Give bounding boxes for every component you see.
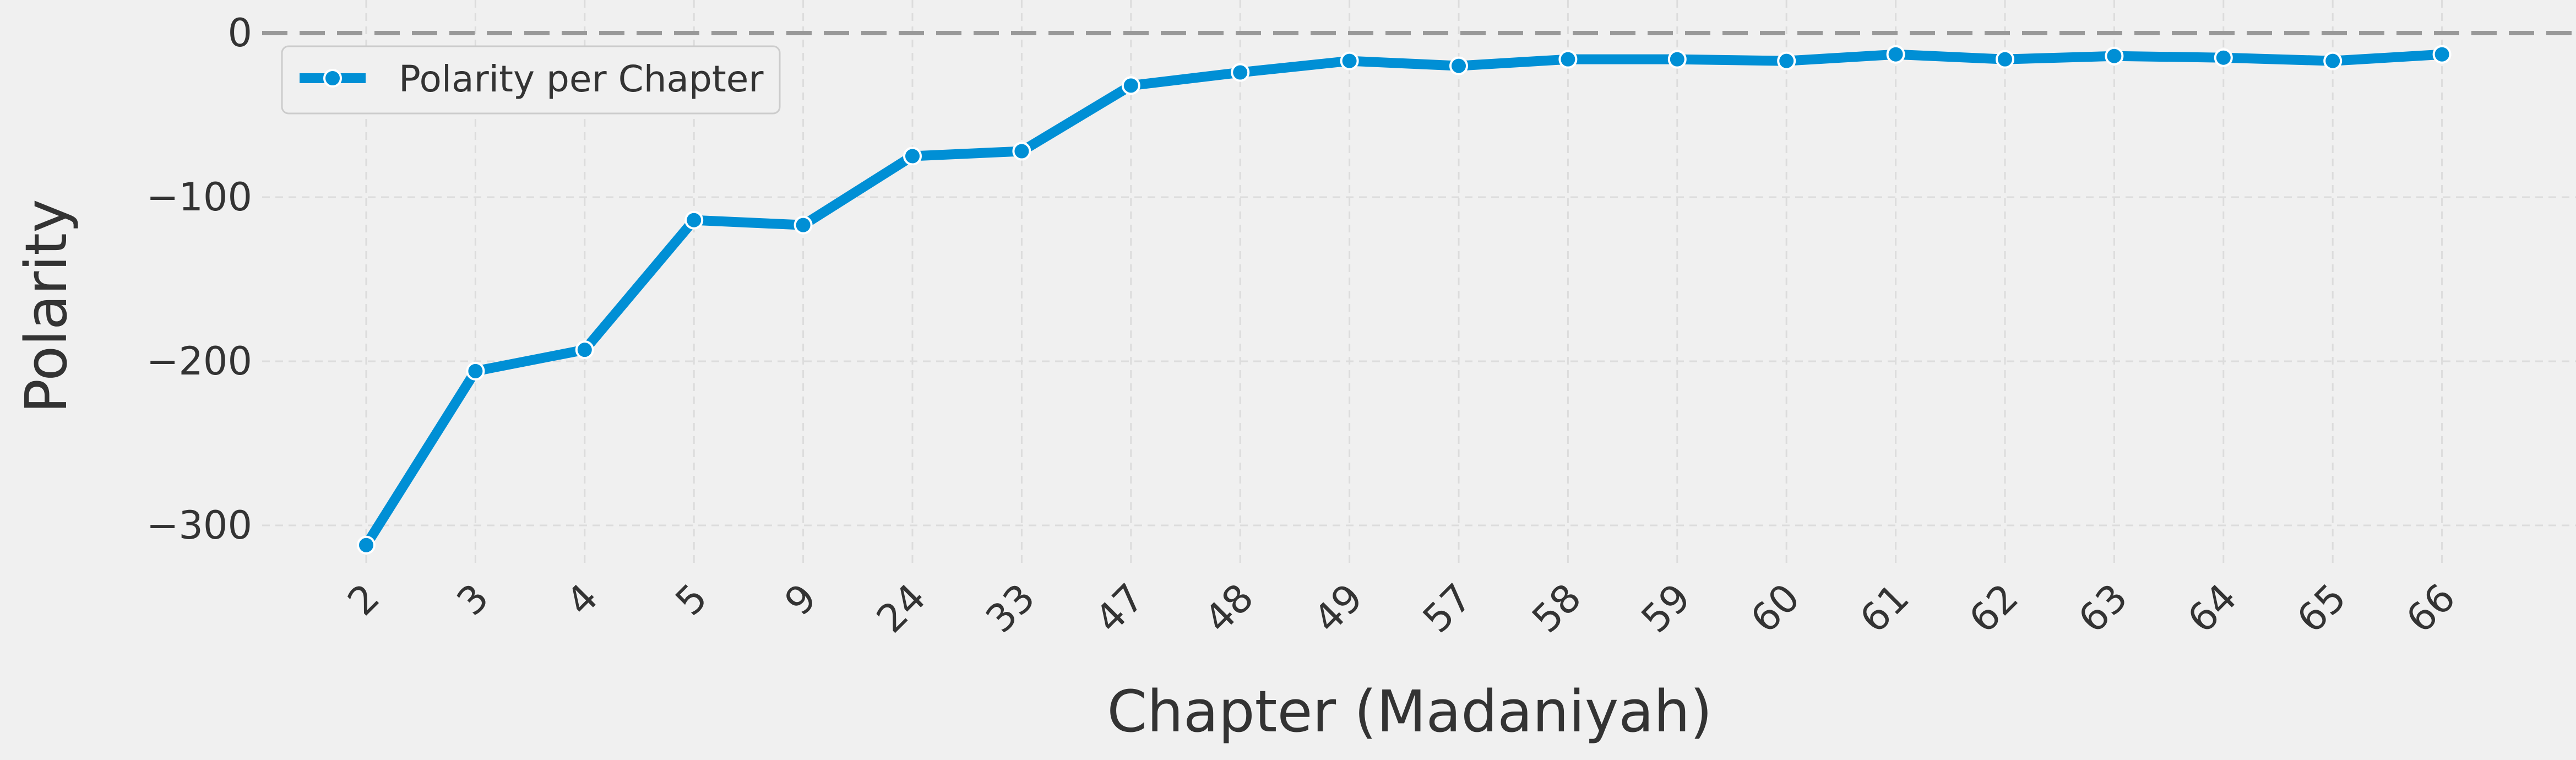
legend-series-label: Polarity per Chapter bbox=[399, 58, 764, 100]
data-point bbox=[357, 535, 376, 555]
series-group bbox=[357, 45, 2452, 555]
x-tick-label: 60 bbox=[1742, 575, 1808, 642]
x-tick-label: 3 bbox=[448, 575, 497, 624]
legend: Polarity per Chapter bbox=[281, 45, 781, 115]
series-line bbox=[361, 49, 2447, 550]
data-point bbox=[794, 215, 813, 235]
data-point bbox=[2105, 46, 2124, 66]
data-point bbox=[575, 340, 594, 360]
x-tick-label: 66 bbox=[2398, 575, 2464, 642]
grid bbox=[262, 0, 2576, 567]
y-tick-label: 0 bbox=[227, 10, 252, 56]
x-tick-label: 48 bbox=[1195, 575, 1262, 642]
x-tick-label: 58 bbox=[1523, 575, 1590, 642]
x-tick-label: 5 bbox=[667, 575, 716, 624]
data-point bbox=[1449, 56, 1468, 75]
x-tick-label: 49 bbox=[1305, 575, 1372, 642]
x-tick-label: 59 bbox=[1633, 575, 1699, 642]
data-point bbox=[2432, 45, 2452, 64]
y-axis-label: Polarity bbox=[13, 199, 80, 413]
x-tick-label: 64 bbox=[2179, 575, 2246, 642]
x-tick-label: 2 bbox=[339, 575, 388, 624]
data-point bbox=[466, 361, 485, 381]
x-axis-label: Chapter (Madaniyah) bbox=[1107, 678, 1712, 745]
x-tick-label: 63 bbox=[2069, 575, 2136, 642]
data-point bbox=[1777, 51, 1796, 70]
data-point bbox=[1996, 50, 2014, 69]
x-tick-label: 24 bbox=[868, 575, 934, 642]
x-tick-label: 65 bbox=[2288, 575, 2355, 642]
x-tick-label: 33 bbox=[977, 575, 1044, 642]
data-point bbox=[1340, 51, 1359, 70]
x-tick-label: 9 bbox=[776, 575, 825, 624]
data-point bbox=[1558, 50, 1578, 69]
data-point bbox=[684, 210, 704, 230]
data-point bbox=[1012, 142, 1031, 161]
x-tick-label: 61 bbox=[1851, 575, 1918, 642]
x-tick-labels: 2 3 4 5 9 24 33 47 48 49 57 58 59 60 61 62 63 64 65 66 bbox=[339, 575, 2464, 642]
data-point bbox=[2214, 48, 2233, 67]
y-tick-label: −300 bbox=[146, 503, 252, 548]
x-tick-label: 57 bbox=[1414, 575, 1481, 642]
data-point bbox=[1121, 76, 1140, 95]
data-point bbox=[1231, 63, 1250, 82]
y-tick-label: −100 bbox=[146, 175, 252, 220]
data-point bbox=[2323, 51, 2343, 70]
data-point bbox=[903, 146, 922, 166]
legend-series-marker bbox=[323, 69, 342, 88]
data-point bbox=[1886, 45, 1905, 64]
x-tick-label: 47 bbox=[1086, 575, 1153, 642]
legend-box bbox=[281, 45, 781, 115]
x-tick-label: 4 bbox=[557, 575, 606, 624]
data-point bbox=[1667, 50, 1687, 69]
x-tick-label: 62 bbox=[1960, 575, 2027, 642]
y-tick-labels: 0 −100 −200 −300 bbox=[146, 10, 252, 548]
y-tick-label: −200 bbox=[146, 339, 252, 384]
